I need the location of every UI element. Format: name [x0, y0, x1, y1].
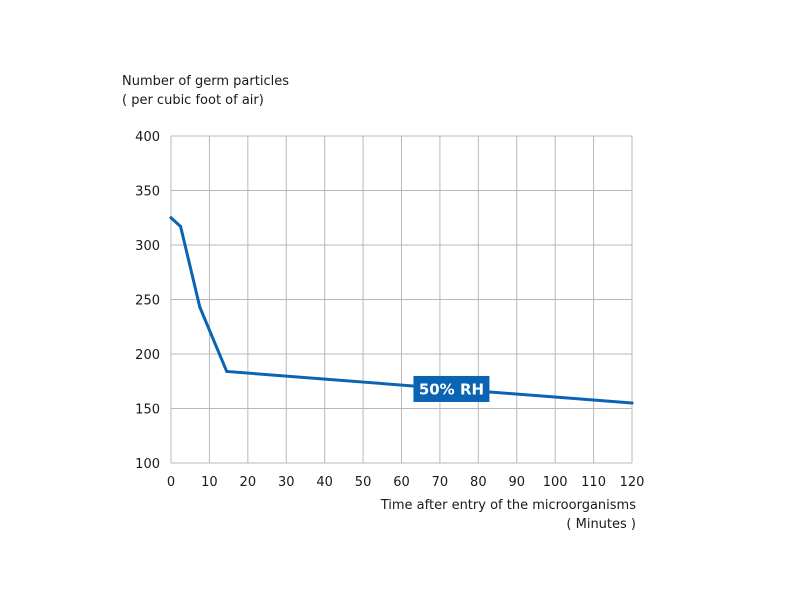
tick-labels: 0 10 20 30 40 50 60 70 80 90 100 110 120 100 150 200 250…	[135, 130, 644, 490]
data-point	[630, 401, 634, 405]
x-tick-label: 50	[355, 475, 372, 490]
x-tick-label: 60	[393, 475, 410, 490]
series-label-text: 50% RH	[419, 380, 484, 398]
data-point	[169, 216, 173, 220]
x-tick-label: 20	[240, 475, 257, 490]
data-point	[198, 305, 202, 309]
x-axis-label-line-1: Time after entry of the microorganisms	[380, 498, 636, 513]
annotations: 50% RH	[413, 375, 490, 402]
y-tick-label: 200	[135, 348, 160, 363]
y-tick-label: 400	[135, 130, 160, 145]
data-point	[225, 369, 229, 373]
x-tick-label: 40	[316, 475, 333, 490]
data-point	[179, 224, 183, 228]
series-label: 50% RH	[413, 375, 490, 402]
x-tick-label: 0	[167, 475, 175, 490]
y-tick-label: 100	[135, 457, 160, 472]
x-tick-label: 70	[432, 475, 449, 490]
y-axis-label-line-2: ( per cubic foot of air)	[122, 93, 264, 108]
series-layer	[169, 216, 634, 405]
x-tick-label: 110	[581, 475, 606, 490]
x-axis-label: Time after entry of the microorganisms (…	[381, 496, 636, 534]
x-axis-label-line-2: ( Minutes )	[566, 517, 636, 532]
x-tick-label: 100	[543, 475, 568, 490]
y-axis-label: Number of germ particles ( per cubic foo…	[122, 72, 289, 110]
x-tick-label: 30	[278, 475, 295, 490]
x-tick-label: 10	[201, 475, 218, 490]
x-tick-label: 80	[470, 475, 487, 490]
y-tick-label: 300	[135, 239, 160, 254]
y-axis-label-line-1: Number of germ particles	[122, 74, 289, 89]
x-tick-label: 90	[508, 475, 525, 490]
grid	[170, 135, 633, 464]
y-tick-label: 350	[135, 185, 160, 200]
series-label-box	[413, 375, 490, 402]
y-tick-label: 250	[135, 294, 160, 309]
x-tick-label: 120	[620, 475, 645, 490]
y-tick-label: 150	[135, 403, 160, 418]
